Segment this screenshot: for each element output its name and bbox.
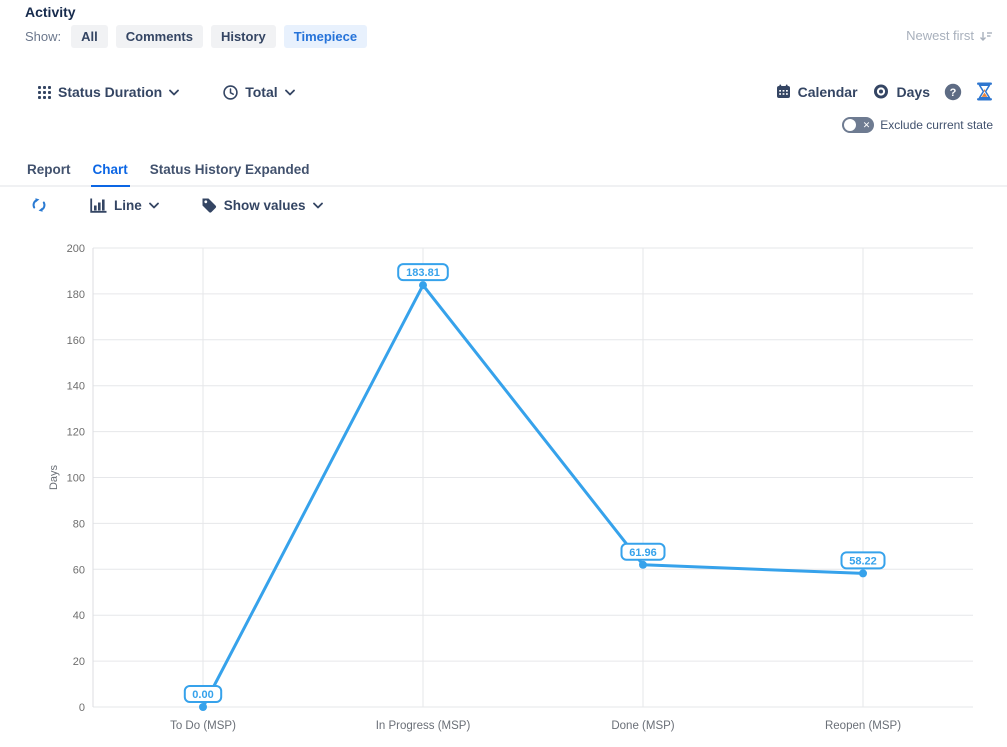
- grid-icon: [38, 85, 51, 99]
- toolbar-right: Calendar Days ?: [776, 82, 993, 101]
- y-tick-label: 120: [67, 427, 85, 439]
- x-category-label: Done (MSP): [611, 720, 674, 732]
- chevron-down-icon: [169, 89, 180, 96]
- svg-text:?: ?: [950, 87, 957, 99]
- sort-order-label: Newest first: [906, 28, 974, 43]
- data-label-badge: [397, 263, 449, 282]
- filter-timepiece-button[interactable]: Timepiece: [283, 25, 368, 48]
- data-label-value: 58.22: [849, 555, 877, 567]
- tab-status-history-expanded[interactable]: Status History Expanded: [149, 162, 310, 177]
- y-tick-label: 0: [79, 702, 85, 714]
- tab-report[interactable]: Report: [27, 162, 71, 177]
- tab-chart[interactable]: Chart: [90, 156, 130, 187]
- data-label-value: 61.96: [629, 547, 657, 559]
- view-tabs: Report Chart Status History Expanded: [0, 156, 1007, 187]
- y-tick-label: 60: [73, 564, 85, 576]
- help-button[interactable]: ?: [944, 83, 962, 101]
- exclude-current-state-toggle[interactable]: ✕: [842, 117, 875, 133]
- show-values-label: Show values: [223, 197, 306, 213]
- chevron-down-icon: [284, 89, 295, 96]
- data-label-value: 0.00: [192, 689, 213, 701]
- calendar-button[interactable]: Calendar: [776, 84, 858, 100]
- filter-all-button[interactable]: All: [71, 25, 108, 48]
- filter-comments-button[interactable]: Comments: [115, 25, 203, 48]
- data-label-badge: [183, 685, 223, 703]
- status-duration-line-chart: 0 20 40 60 80 100 120 140 160 180 200 To Do (MSP) In…: [48, 243, 973, 732]
- filter-history-button[interactable]: History: [210, 25, 276, 48]
- y-tick-label: 200: [67, 243, 85, 255]
- y-tick-label: 80: [73, 518, 85, 530]
- bar-chart-icon: [90, 198, 107, 213]
- page-title: Activity: [25, 4, 76, 20]
- show-values-dropdown[interactable]: Show values: [201, 197, 323, 213]
- metric-label: Total: [245, 84, 278, 100]
- report-type-dropdown[interactable]: Status Duration: [38, 84, 180, 100]
- x-category-label: In Progress (MSP): [376, 720, 471, 732]
- chevron-down-icon: [148, 202, 159, 209]
- eye-icon: [872, 84, 890, 99]
- series-line: [201, 283, 865, 709]
- toggle-off-x-icon: ✕: [862, 120, 871, 130]
- data-label-badge: [840, 551, 886, 570]
- exclude-current-state-control: ✕ Exclude current state: [842, 117, 993, 133]
- report-toolbar: Status Duration Total: [38, 84, 295, 100]
- clock-icon: [223, 84, 238, 100]
- metric-dropdown[interactable]: Total: [223, 84, 295, 100]
- exclude-current-state-label: Exclude current state: [880, 118, 993, 132]
- sort-order-button[interactable]: Newest first: [906, 28, 993, 43]
- tag-icon: [201, 197, 217, 213]
- show-label: Show:: [25, 29, 62, 44]
- y-tick-label: 20: [73, 656, 85, 668]
- y-tick-label: 160: [67, 335, 85, 347]
- chart-type-label: Line: [114, 197, 142, 213]
- timepiece-hourglass-icon: [976, 82, 993, 101]
- refresh-button[interactable]: [30, 196, 48, 214]
- data-label-value: 183.81: [406, 267, 440, 279]
- y-tick-label: 140: [67, 381, 85, 393]
- calendar-icon: [776, 84, 791, 99]
- data-point[interactable]: [419, 281, 427, 290]
- data-point[interactable]: [639, 560, 647, 569]
- data-point[interactable]: [859, 569, 867, 578]
- unit-label: Days: [896, 83, 930, 100]
- x-category-label: To Do (MSP): [170, 720, 236, 732]
- y-axis-title: Days: [48, 464, 60, 490]
- chart-type-dropdown[interactable]: Line: [90, 198, 159, 213]
- x-category-label: Reopen (MSP): [825, 720, 901, 732]
- data-point[interactable]: [199, 703, 207, 711]
- sort-descending-icon: [979, 29, 993, 43]
- calendar-label: Calendar: [797, 83, 858, 100]
- y-tick-label: 100: [67, 473, 85, 485]
- y-tick-label: 40: [73, 610, 85, 622]
- display-unit-button[interactable]: Days: [872, 84, 930, 100]
- toggle-knob: [844, 119, 857, 131]
- activity-filter-bar: Show: All Comments History Timepiece: [25, 25, 368, 48]
- chevron-down-icon: [312, 202, 323, 209]
- report-type-label: Status Duration: [58, 84, 163, 100]
- chart-controls: Line Show values: [30, 196, 323, 214]
- y-tick-label: 180: [67, 289, 85, 301]
- data-label-badge: [620, 542, 666, 561]
